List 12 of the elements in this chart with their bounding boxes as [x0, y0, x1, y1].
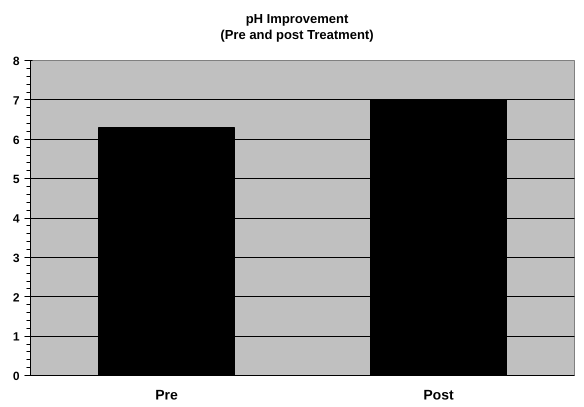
y-tick-label: 4: [12, 212, 20, 226]
chart-title: pH Improvement (Pre and post Treatment): [220, 11, 374, 43]
y-tick-label: 5: [12, 172, 20, 186]
y-tick-label: 3: [12, 250, 20, 265]
x-tick-label: Pre: [155, 386, 178, 402]
y-tick-label: 1: [12, 330, 20, 344]
y-tick-label: 8: [12, 54, 20, 68]
y-tick-label: 2: [12, 290, 20, 304]
y-tick-label: 7: [12, 93, 20, 108]
y-tick-label: 0: [12, 369, 20, 383]
x-tick-label: Post: [423, 386, 454, 402]
y-tick-label: 6: [12, 132, 20, 147]
